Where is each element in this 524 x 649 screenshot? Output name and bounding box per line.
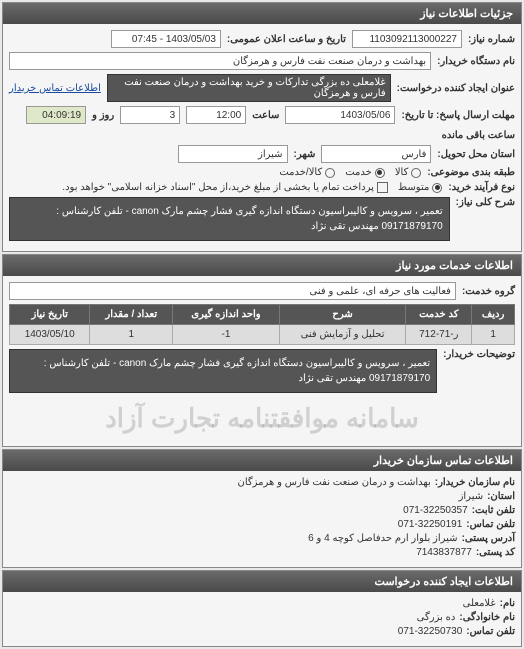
creator-label: عنوان ایجاد کننده درخواست: [397, 83, 515, 94]
hours-label: ساعت باقی مانده [442, 130, 515, 141]
req-lastname-value: ده بزرگی [417, 612, 456, 623]
category-kalakhedmat-radio[interactable]: کالا/خدمت [279, 167, 335, 178]
process-label: نوع فرآیند خرید: [448, 182, 515, 193]
services-panel: اطلاعات خدمات مورد نیاز گروه خدمت: فعالی… [2, 254, 522, 447]
table-row[interactable]: 1 ر-71-712 تحلیل و آزمایش فنی 1- 1 1403/… [10, 325, 515, 345]
buyer-contact-panel: اطلاعات تماس سازمان خریدار نام سازمان خر… [2, 449, 522, 568]
requester-header: اطلاعات ایجاد کننده درخواست [3, 571, 521, 592]
radio-kala-label: کالا [395, 167, 409, 178]
org-province-value: شیراز [459, 491, 484, 502]
watermark-text: سامانه موافقتنامه تجارت آزاد [15, 403, 509, 434]
deadline-date-field: 1403/05/06 [285, 106, 395, 124]
req-phone-label: تلفن تماس: [466, 626, 515, 637]
cell-row: 1 [472, 325, 515, 345]
org-address-label: آدرس پستی: [462, 533, 515, 544]
org-address-value: شیراز بلوار ارم حدفاصل کوچه 4 و 6 [308, 533, 457, 544]
cell-qty: 1 [90, 325, 173, 345]
category-kala-radio[interactable]: کالا [395, 167, 422, 178]
buyer-device-label: نام دستگاه خریدار: [437, 56, 515, 67]
deadline-time-field: 12:00 [186, 106, 246, 124]
need-number-label: شماره نیاز: [468, 34, 515, 45]
category-label: طبقه بندی موضوعی: [427, 167, 515, 178]
buyer-desc-field: تعمیر ، سرویس و کالیبراسیون دستگاه انداز… [9, 349, 437, 393]
service-group-label: گروه خدمت: [462, 286, 515, 297]
col-date: تاریخ نیاز [10, 305, 90, 325]
services-body: گروه خدمت: فعالیت های حرفه ای، علمی و فن… [3, 276, 521, 446]
process-pardakht-check[interactable]: پرداخت تمام یا بخشی از مبلغ خرید،از محل … [62, 182, 388, 193]
days-remaining-field: 3 [120, 106, 180, 124]
check-pardakht-label: پرداخت تمام یا بخشی از مبلغ خرید،از محل … [62, 182, 374, 193]
org-postal-label: کد پستی: [476, 547, 515, 558]
general-desc-label: شرح کلی نیاز: [456, 197, 515, 208]
announce-field: 1403/05/03 - 07:45 [111, 30, 221, 48]
need-number-field: 1103092113000227 [352, 30, 462, 48]
radio-khedmat-label: خدمت [345, 167, 372, 178]
org-name-label: نام سازمان خریدار: [435, 477, 515, 488]
need-details-body: شماره نیاز: 1103092113000227 تاریخ و ساع… [3, 24, 521, 251]
cell-desc: تحلیل و آزمایش فنی [279, 325, 406, 345]
days-label: روز و [92, 110, 114, 121]
cell-unit: 1- [173, 325, 280, 345]
need-details-panel: جزئیات اطلاعات نیاز شماره نیاز: 11030921… [2, 2, 522, 252]
category-khedmat-radio[interactable]: خدمت [345, 167, 385, 178]
services-table: ردیف کد خدمت شرح واحد اندازه گیری تعداد … [9, 304, 515, 345]
req-name-value: غلامعلی [463, 598, 496, 609]
req-lastname-label: نام خانوادگی: [459, 612, 515, 623]
services-header: اطلاعات خدمات مورد نیاز [3, 255, 521, 276]
org-contact-label: تلفن تماس: [466, 519, 515, 530]
col-unit: واحد اندازه گیری [173, 305, 280, 325]
buyer-contact-body: نام سازمان خریدار: بهداشت و درمان صنعت نف… [3, 471, 521, 567]
org-phone-label: تلفن ثابت: [472, 505, 515, 516]
time-label-1: ساعت [252, 110, 279, 121]
need-details-header: جزئیات اطلاعات نیاز [3, 3, 521, 24]
process-radio-group: متوسط پرداخت تمام یا بخشی از مبلغ خرید،ا… [62, 182, 442, 193]
cell-date: 1403/05/10 [10, 325, 90, 345]
buyer-contact-header: اطلاعات تماس سازمان خریدار [3, 450, 521, 471]
req-name-label: نام: [500, 598, 515, 609]
col-code: کد خدمت [406, 305, 472, 325]
org-province-label: استان: [487, 491, 515, 502]
buyer-desc-label: توضیحات خریدار: [443, 349, 515, 360]
process-motavaset-radio[interactable]: متوسط [398, 182, 442, 193]
city-label: شهر: [294, 149, 316, 160]
req-phone-value: 071-32250730 [398, 626, 463, 637]
radio-kalakhedmat-label: کالا/خدمت [279, 167, 322, 178]
category-radio-group: کالا خدمت کالا/خدمت [279, 167, 421, 178]
radio-motavaset-label: متوسط [398, 182, 429, 193]
org-name-value: بهداشت و درمان صنعت نفت فارس و هرمزگان [238, 477, 431, 488]
org-postal-value: 7143837877 [416, 547, 472, 558]
service-group-field: فعالیت های حرفه ای، علمی و فنی [9, 282, 456, 300]
buyer-device-field: بهداشت و درمان صنعت نفت فارس و هرمزگان [9, 52, 431, 70]
city-field: شیراز [178, 145, 288, 163]
buyer-contact-link[interactable]: اطلاعات تماس خریدار [9, 83, 101, 94]
hours-remaining-field: 04:09:19 [26, 106, 86, 124]
general-desc-field: تعمیر ، سرویس و کالیبراسیون دستگاه انداز… [9, 197, 450, 241]
requester-panel: اطلاعات ایجاد کننده درخواست نام: غلامعلی … [2, 570, 522, 647]
creator-field: غلامعلی ده بزرگی تدارکات و خرید بهداشت و… [107, 74, 391, 102]
col-desc: شرح [279, 305, 406, 325]
deadline-label: مهلت ارسال پاسخ: تا تاریخ: [401, 110, 515, 121]
requester-body: نام: غلامعلی نام خانوادگی:ده بزرگی تلفن ت… [3, 592, 521, 646]
org-phone-value: 071-32250357 [403, 505, 468, 516]
col-qty: تعداد / مقدار [90, 305, 173, 325]
col-row: ردیف [472, 305, 515, 325]
announce-label: تاریخ و ساعت اعلان عمومی: [227, 34, 346, 45]
province-label: استان محل تحویل: [437, 149, 515, 160]
org-contact-value: 071-32250191 [398, 519, 463, 530]
province-field: فارس [321, 145, 431, 163]
cell-code: ر-71-712 [406, 325, 472, 345]
watermark-area: سامانه موافقتنامه تجارت آزاد [9, 397, 515, 440]
